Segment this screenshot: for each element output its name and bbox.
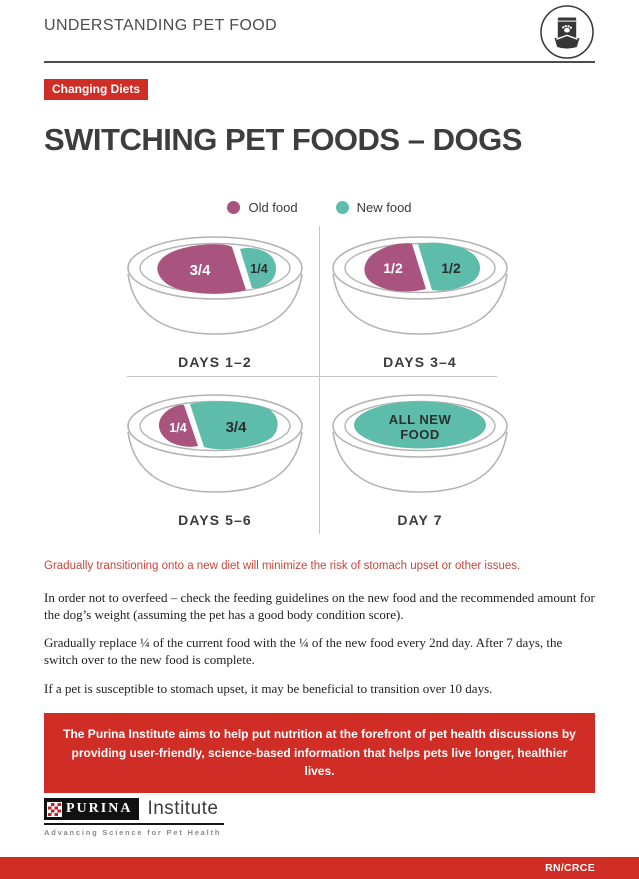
bowl-days-5-6: 1/4 3/4 DAYS 5–6 <box>120 388 310 528</box>
paragraph-2: Gradually replace ¼ of the current food … <box>44 635 563 668</box>
bowl-days-5-6-graphic: 1/4 3/4 <box>127 394 303 493</box>
bowl-days-1-2: 3/4 1/4 DAYS 1–2 <box>120 230 310 370</box>
footer-code-bar: RN/CRCE <box>0 857 639 879</box>
institute-text: Institute <box>147 798 219 819</box>
horizontal-divider <box>127 376 497 377</box>
body-text: Gradually transitioning onto a new diet … <box>44 560 595 708</box>
page-title: SWITCHING PET FOODS – DOGS <box>44 122 522 157</box>
bowl-day-7-graphic: ALL NEW FOOD <box>332 394 508 493</box>
vertical-divider <box>319 226 320 534</box>
old-portion-label: 3/4 <box>190 262 212 279</box>
purina-institute-logo: PURINA Institute Advancing Science for P… <box>44 798 224 837</box>
header-divider <box>44 61 595 63</box>
purina-checkerboard-icon <box>47 802 62 816</box>
bowl-days-1-2-graphic: 3/4 1/4 <box>127 236 303 335</box>
new-portion-label: 3/4 <box>226 419 248 436</box>
purina-brand-text: PURINA <box>66 801 133 816</box>
bowl-caption: DAY 7 <box>397 512 443 528</box>
all-new-food-label-line2: FOOD <box>400 427 440 442</box>
page-header-title: UNDERSTANDING PET FOOD <box>44 17 278 34</box>
purina-logo-box: PURINA <box>44 798 140 820</box>
legend-new-label: New food <box>356 200 412 215</box>
old-portion-label: 1/2 <box>383 260 403 276</box>
bowl-caption: DAYS 3–4 <box>383 354 457 370</box>
all-new-food-label-line1: ALL NEW <box>389 412 452 427</box>
old-food-dot-icon <box>227 201 241 214</box>
bowl-days-3-4-graphic: 1/2 1/2 <box>332 236 508 335</box>
bowl-caption: DAYS 5–6 <box>178 512 252 528</box>
bowl-caption: DAYS 1–2 <box>178 354 252 370</box>
new-portion-label: 1/2 <box>441 260 461 276</box>
old-portion-label: 1/4 <box>169 421 186 435</box>
paragraph-1: In order not to overfeed – check the fee… <box>44 590 595 623</box>
bowls-diagram: 3/4 1/4 DAYS 1–2 1/2 1/2 DAYS 3–4 <box>0 222 639 537</box>
legend-old-food: Old food <box>227 200 298 215</box>
new-portion-label: 1/4 <box>250 262 267 276</box>
paragraph-3: If a pet is susceptible to stomach upset… <box>44 680 493 696</box>
legend-old-label: Old food <box>248 200 298 215</box>
pet-food-bag-and-bowl-icon <box>539 4 595 65</box>
new-food-dot-icon <box>335 201 349 214</box>
highlight-sentence: Gradually transitioning onto a new diet … <box>44 560 521 572</box>
section-badge: Changing Diets <box>44 79 149 100</box>
logo-tagline: Advancing Science for Pet Health <box>44 828 222 837</box>
logo-underline <box>44 823 224 825</box>
bowl-days-3-4: 1/2 1/2 DAYS 3–4 <box>325 230 515 370</box>
legend: Old food New food <box>0 200 639 215</box>
purina-institute-callout: The Purina Institute aims to help put nu… <box>44 713 595 793</box>
bowl-day-7: ALL NEW FOOD DAY 7 <box>325 388 515 528</box>
legend-new-food: New food <box>335 200 412 215</box>
